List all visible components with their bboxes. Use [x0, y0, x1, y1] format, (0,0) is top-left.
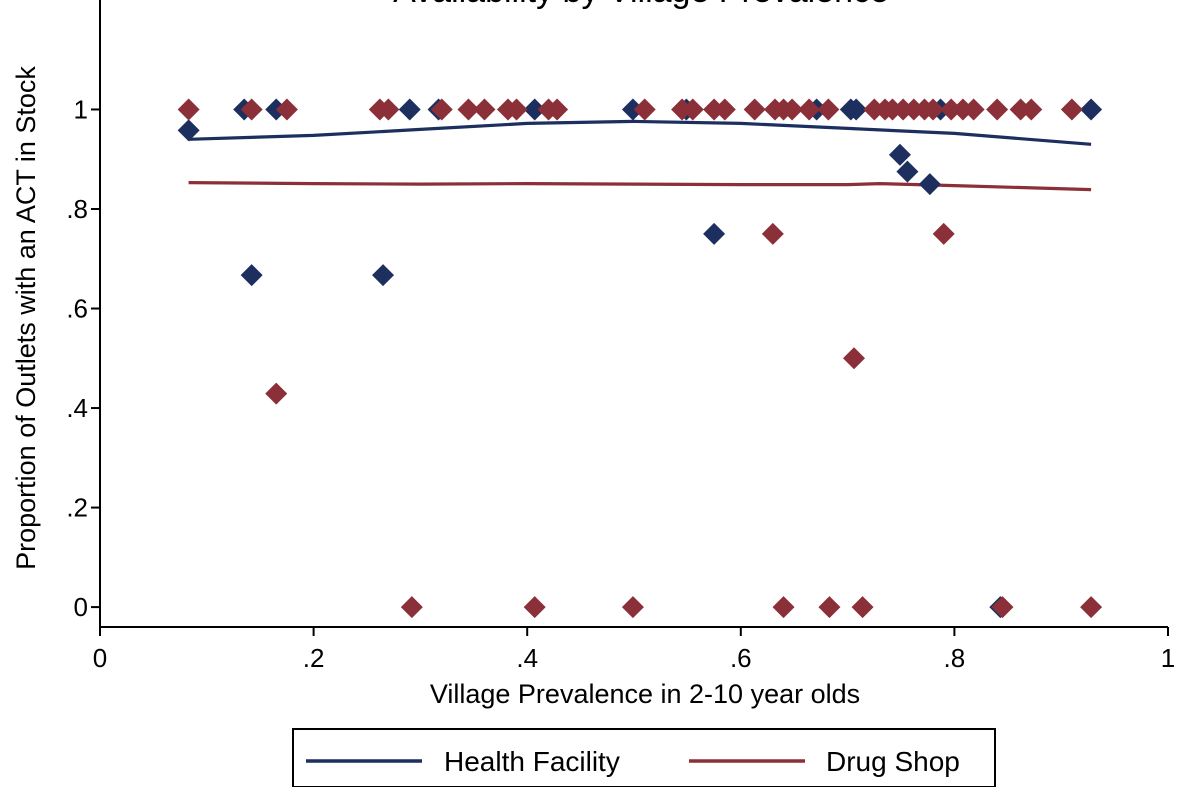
point-health-facility: [240, 264, 263, 287]
point-health-facility: [177, 119, 200, 142]
y-tick-label: 0: [74, 592, 88, 622]
point-drug-shop: [817, 98, 840, 121]
point-health-facility: [845, 98, 868, 121]
point-drug-shop: [1080, 596, 1103, 619]
point-drug-shop: [400, 596, 423, 619]
point-health-facility: [1080, 98, 1103, 121]
point-drug-shop: [681, 98, 704, 121]
x-tick-label: .2: [303, 643, 325, 673]
point-drug-shop: [798, 98, 821, 121]
x-tick-label: .8: [944, 643, 966, 673]
y-axis-title: Proportion of Outlets with an ACT in Sto…: [11, 66, 41, 570]
point-drug-shop: [430, 98, 453, 121]
axes: 0 .2 .4 .6 .8 1 0 .2 .4 .6 .8 1: [66, 0, 1175, 673]
point-health-facility: [703, 222, 726, 245]
point-drug-shop: [940, 98, 963, 121]
point-drug-shop: [1020, 98, 1043, 121]
point-drug-shop: [922, 98, 945, 121]
point-drug-shop: [991, 596, 1014, 619]
point-health-facility: [523, 98, 546, 121]
point-drug-shop: [523, 596, 546, 619]
x-tick-label: 1: [1161, 643, 1175, 673]
point-drug-shop: [275, 98, 298, 121]
y-tick-label: .8: [66, 194, 88, 224]
x-axis-title: Village Prevalence in 2-10 year olds: [430, 679, 860, 709]
legend: Health Facility Drug Shop: [292, 728, 996, 787]
point-drug-shop: [743, 98, 766, 121]
point-drug-shop: [962, 98, 985, 121]
point-drug-shop: [986, 98, 1009, 121]
fit-line-drug-shop: [188, 181, 1092, 192]
point-drug-shop: [843, 347, 866, 370]
point-drug-shop: [265, 382, 288, 405]
point-drug-shop: [240, 98, 263, 121]
x-tick-label: 0: [93, 643, 107, 673]
point-health-facility: [918, 173, 941, 196]
point-drug-shop: [473, 98, 496, 121]
fit-lines: [188, 119, 1092, 192]
legend-label-drug-shop: Drug Shop: [826, 746, 960, 777]
point-drug-shop: [546, 98, 569, 121]
x-tick-label: .4: [516, 643, 538, 673]
point-drug-shop: [761, 222, 784, 245]
x-tick-label: .6: [730, 643, 752, 673]
point-drug-shop: [932, 222, 955, 245]
point-health-facility: [372, 264, 395, 287]
point-drug-shop: [621, 596, 644, 619]
y-tick-label: .2: [66, 493, 88, 523]
markers: [177, 98, 1103, 619]
point-drug-shop: [713, 98, 736, 121]
point-drug-shop: [457, 98, 480, 121]
point-health-facility: [896, 160, 919, 183]
legend-box: [292, 728, 996, 787]
point-drug-shop: [377, 98, 400, 121]
point-health-facility: [621, 98, 644, 121]
point-health-facility: [888, 143, 911, 166]
point-drug-shop: [1060, 98, 1083, 121]
point-drug-shop: [781, 98, 804, 121]
fit-line-health-facility: [188, 119, 1092, 146]
point-drug-shop: [818, 596, 841, 619]
point-health-facility: [398, 98, 421, 121]
point-drug-shop: [633, 98, 656, 121]
y-tick-label: .4: [66, 393, 88, 423]
chart-title: Availability by Village Prevalence: [393, 0, 889, 10]
legend-label-health-facility: Health Facility: [444, 746, 620, 777]
point-drug-shop: [772, 596, 795, 619]
y-tick-label: .6: [66, 294, 88, 324]
point-drug-shop: [851, 596, 874, 619]
point-drug-shop: [177, 98, 200, 121]
point-drug-shop: [505, 98, 528, 121]
y-tick-label: 1: [74, 94, 88, 124]
